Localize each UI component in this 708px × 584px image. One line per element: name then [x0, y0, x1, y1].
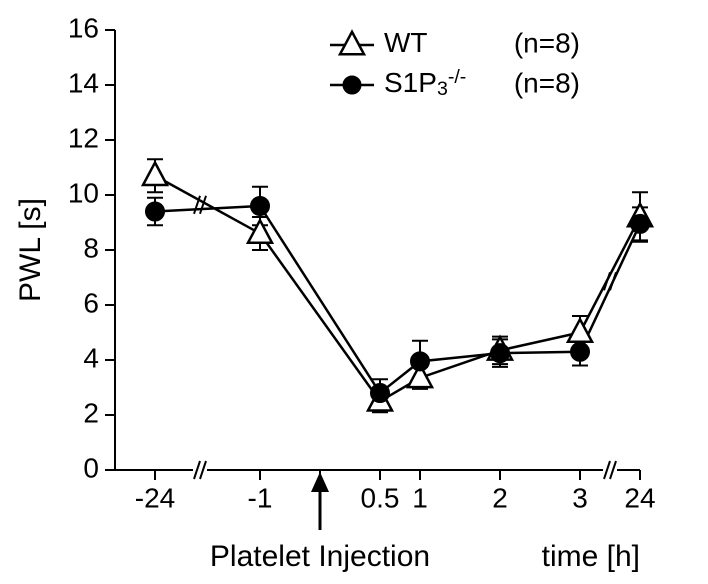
marker-wt [143, 163, 167, 185]
y-tick-label: 12 [68, 122, 99, 153]
marker-ko [411, 352, 429, 370]
x-tick-label: 0.5 [361, 482, 400, 513]
injection-arrow-head [311, 472, 329, 492]
series-line-WT [155, 176, 640, 402]
y-tick-label: 14 [68, 67, 99, 98]
marker-wt [248, 220, 272, 242]
y-tick-label: 8 [83, 232, 99, 263]
legend-n: (n=8) [514, 27, 580, 58]
y-tick-label: 16 [68, 12, 99, 43]
series-line-S1P3-/- [155, 206, 640, 393]
legend-marker-triangle [340, 32, 364, 54]
legend-n: (n=8) [514, 67, 580, 98]
y-tick-label: 2 [83, 397, 99, 428]
axis-break [604, 461, 610, 479]
marker-ko [371, 384, 389, 402]
chart-container: 0246810121416PWL [s]-24-10.512324Platele… [0, 0, 708, 584]
x-tick-label: -24 [135, 482, 175, 513]
series-break [200, 196, 206, 214]
marker-wt [568, 319, 592, 341]
x-tick-label: -1 [248, 482, 273, 513]
y-tick-label: 0 [83, 452, 99, 483]
marker-ko [491, 344, 509, 362]
axis-break [200, 461, 206, 479]
axis-break [194, 461, 200, 479]
marker-ko [146, 203, 164, 221]
marker-ko [631, 215, 649, 233]
x-tick-label: 24 [624, 482, 655, 513]
x-axis-label: time [h] [542, 540, 640, 573]
axis-break [610, 461, 616, 479]
x-tick-label: 3 [572, 482, 588, 513]
y-axis-label: PWL [s] [14, 198, 47, 302]
y-tick-label: 10 [68, 177, 99, 208]
legend-label: WT [384, 27, 428, 58]
chart-svg: 0246810121416PWL [s]-24-10.512324Platele… [0, 0, 708, 584]
legend-label: S1P3-/- [384, 66, 466, 100]
legend-marker-circle [343, 76, 361, 94]
y-tick-label: 6 [83, 287, 99, 318]
injection-label: Platelet Injection [210, 540, 430, 573]
x-tick-label: 2 [492, 482, 508, 513]
y-tick-label: 4 [83, 342, 99, 373]
marker-ko [571, 343, 589, 361]
marker-ko [251, 197, 269, 215]
x-tick-label: 1 [412, 482, 428, 513]
